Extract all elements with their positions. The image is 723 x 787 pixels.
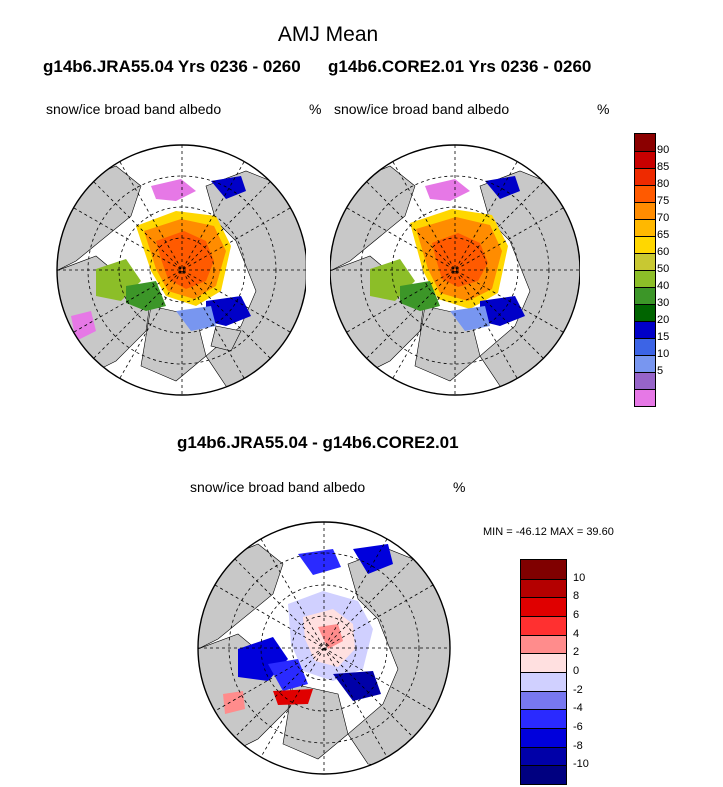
difference-colorbar-swatch — [521, 634, 566, 654]
main-colorbar-tick-label: 90 — [657, 144, 670, 156]
panel-left-variable: snow/ice broad band albedo — [46, 101, 222, 117]
panel-left-heading: g14b6.JRA55.04 Yrs 0236 - 0260 — [43, 57, 301, 76]
main-colorbar-tick-label: 10 — [657, 348, 670, 360]
panel-right-heading: g14b6.CORE2.01 Yrs 0236 - 0260 — [328, 57, 592, 76]
difference-colorbar-swatch — [521, 746, 566, 766]
difference-colorbar-swatch — [521, 653, 566, 672]
main-colorbar-tick-label: 30 — [657, 297, 670, 309]
main-colorbar-swatch — [635, 270, 655, 287]
panel-left-units: % — [309, 101, 322, 117]
main-colorbar-swatch — [635, 236, 655, 253]
difference-colorbar-tick-label: 6 — [573, 609, 580, 621]
main-colorbar-swatch — [635, 202, 655, 219]
main-colorbar-swatch — [635, 151, 655, 168]
bottom-min-max-stats: MIN = -46.12 MAX = 39.60 — [483, 526, 614, 538]
main-colorbar-swatch — [635, 168, 655, 185]
polar-map-left — [56, 144, 306, 396]
main-colorbar-tick-label: 70 — [657, 212, 670, 224]
difference-colorbar-swatch — [521, 616, 566, 635]
main-colorbar-tick-label: 40 — [657, 280, 670, 292]
difference-colorbar-swatch — [521, 672, 566, 691]
difference-colorbar — [520, 559, 567, 785]
main-colorbar-swatch — [635, 219, 655, 236]
main-colorbar-swatch — [635, 338, 655, 355]
main-colorbar-tick-label: 20 — [657, 314, 670, 326]
difference-colorbar-swatch — [521, 597, 566, 616]
bottom-units: % — [453, 479, 466, 495]
main-colorbar-tick-label: 85 — [657, 161, 670, 173]
panel-right-units: % — [597, 101, 610, 117]
main-colorbar-swatch — [635, 304, 655, 321]
main-colorbar-tick-label: 15 — [657, 331, 670, 343]
difference-heading: g14b6.JRA55.04 - g14b6.CORE2.01 — [177, 433, 459, 452]
main-colorbar-tick-label: 50 — [657, 263, 670, 275]
bottom-variable: snow/ice broad band albedo — [190, 479, 366, 495]
main-colorbar-tick-label: 60 — [657, 246, 670, 258]
main-colorbar-tick-label: 5 — [657, 365, 664, 377]
polar-map-right — [330, 144, 580, 396]
main-colorbar-tick-label: 80 — [657, 178, 670, 190]
main-colorbar-swatch — [635, 355, 655, 372]
difference-colorbar-tick-label: 2 — [573, 646, 580, 659]
difference-colorbar-swatch — [521, 709, 566, 728]
main-colorbar-swatch — [635, 287, 655, 304]
difference-colorbar-tick-label: 8 — [573, 590, 580, 603]
main-colorbar-swatch — [635, 321, 655, 338]
difference-colorbar-tick-label: -10 — [573, 758, 589, 771]
difference-colorbar-swatch — [521, 765, 566, 784]
figure-title: AMJ Mean — [277, 23, 379, 46]
main-colorbar-swatch — [635, 185, 655, 202]
main-colorbar-tick-label: 75 — [657, 195, 670, 207]
difference-colorbar-swatch — [521, 690, 566, 710]
main-colorbar-swatch — [635, 372, 655, 389]
difference-colorbar-swatch — [521, 728, 566, 747]
difference-colorbar-swatch — [521, 578, 566, 598]
main-colorbar-swatch — [635, 253, 655, 270]
polar-map-difference — [197, 521, 451, 775]
difference-colorbar-tick-label: -8 — [573, 739, 583, 752]
difference-colorbar-tick-label: -4 — [573, 702, 583, 715]
difference-colorbar-tick-label: 4 — [573, 627, 580, 640]
difference-colorbar-tick-label: -6 — [573, 721, 583, 733]
panel-right-variable: snow/ice broad band albedo — [334, 101, 510, 117]
main-colorbar-swatch — [635, 134, 655, 151]
difference-colorbar-tick-label: 0 — [573, 665, 580, 677]
main-colorbar-tick-label: 65 — [657, 229, 670, 241]
difference-colorbar-tick-label: -2 — [573, 683, 583, 696]
main-colorbar-swatch — [635, 389, 655, 406]
main-colorbar — [634, 133, 656, 407]
difference-colorbar-tick-label: 10 — [573, 571, 586, 584]
difference-colorbar-swatch — [521, 560, 566, 579]
